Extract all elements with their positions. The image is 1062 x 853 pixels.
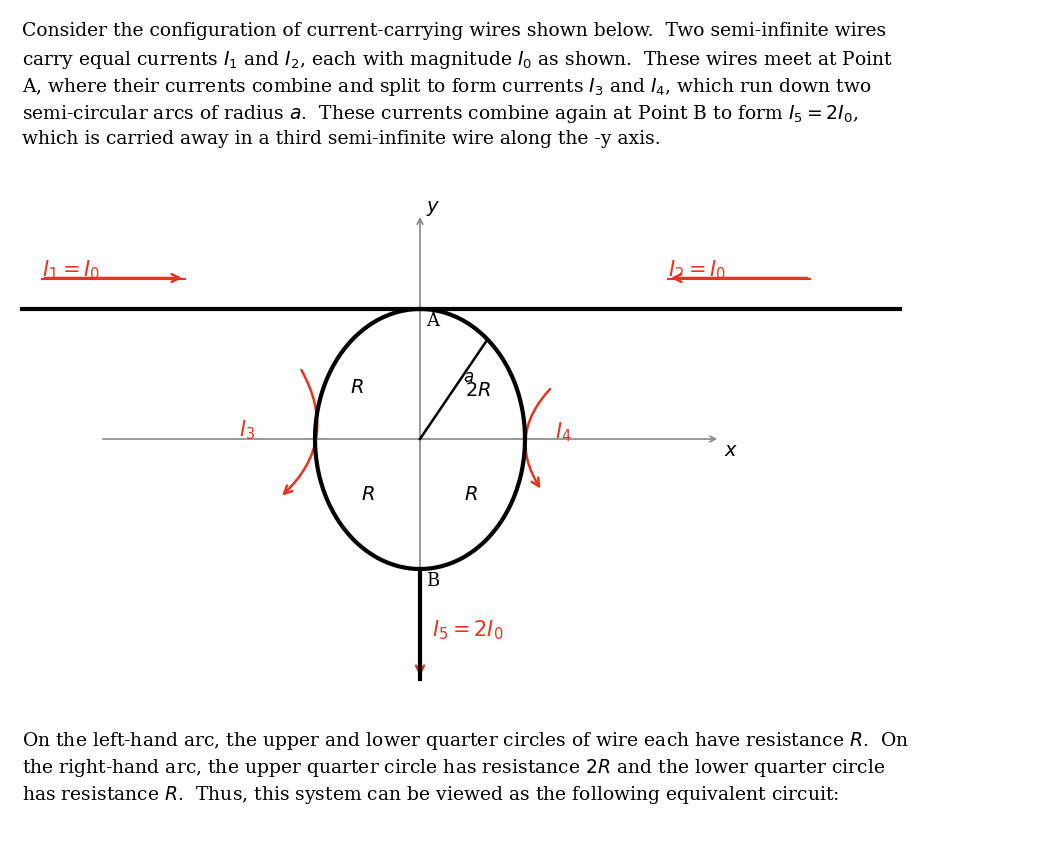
Text: Consider the configuration of current-carrying wires shown below.  Two semi-infi: Consider the configuration of current-ca… xyxy=(22,22,886,40)
Text: B: B xyxy=(426,572,440,589)
Text: On the left-hand arc, the upper and lower quarter circles of wire each have resi: On the left-hand arc, the upper and lowe… xyxy=(22,729,909,751)
Text: $R$: $R$ xyxy=(350,379,364,397)
FancyArrowPatch shape xyxy=(526,390,550,487)
Text: $2R$: $2R$ xyxy=(465,381,491,399)
Text: semi-circular arcs of radius $a$.  These currents combine again at Point B to fo: semi-circular arcs of radius $a$. These … xyxy=(22,103,858,125)
Text: $a$: $a$ xyxy=(463,368,475,386)
Text: $I_5 = 2I_0$: $I_5 = 2I_0$ xyxy=(432,618,503,641)
Text: A, where their currents combine and split to form currents $I_3$ and $I_4$, whic: A, where their currents combine and spli… xyxy=(22,76,872,98)
Text: $x$: $x$ xyxy=(724,442,738,460)
Text: which is carried away in a third semi-infinite wire along the -y axis.: which is carried away in a third semi-in… xyxy=(22,130,661,148)
Text: $R$: $R$ xyxy=(361,485,374,503)
Text: $I_1 = I_0$: $I_1 = I_0$ xyxy=(42,258,100,281)
Text: carry equal currents $I_1$ and $I_2$, each with magnitude $I_0$ as shown.  These: carry equal currents $I_1$ and $I_2$, ea… xyxy=(22,49,893,71)
Text: $y$: $y$ xyxy=(426,199,441,218)
Text: A: A xyxy=(426,311,439,329)
Text: $I_3$: $I_3$ xyxy=(239,418,255,441)
Text: $R$: $R$ xyxy=(463,485,477,503)
Text: has resistance $R$.  Thus, this system can be viewed as the following equivalent: has resistance $R$. Thus, this system ca… xyxy=(22,783,839,805)
Text: $I_4$: $I_4$ xyxy=(555,420,571,443)
Text: $I_2 = I_0$: $I_2 = I_0$ xyxy=(668,258,726,281)
Text: the right-hand arc, the upper quarter circle has resistance $2R$ and the lower q: the right-hand arc, the upper quarter ci… xyxy=(22,756,886,778)
FancyArrowPatch shape xyxy=(284,370,318,494)
